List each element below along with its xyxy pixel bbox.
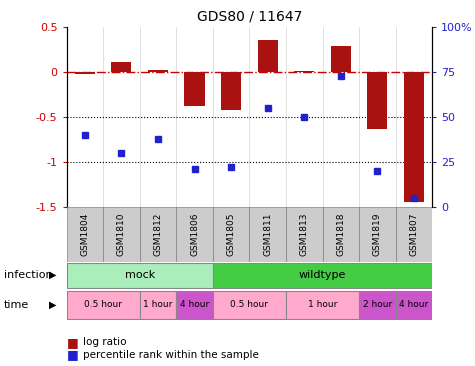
Bar [249, 207, 286, 262]
Bar [257, 40, 278, 72]
Text: GSM1818: GSM1818 [336, 213, 345, 256]
Bar [359, 291, 396, 319]
Text: 1 hour: 1 hour [143, 300, 172, 309]
Text: ▶: ▶ [49, 270, 57, 280]
Bar [176, 291, 213, 319]
Text: wildtype: wildtype [299, 270, 346, 280]
Text: 0.5 hour: 0.5 hour [230, 300, 268, 309]
Text: 4 hour: 4 hour [399, 300, 428, 309]
Title: GDS80 / 11647: GDS80 / 11647 [197, 10, 302, 23]
Text: GSM1806: GSM1806 [190, 213, 199, 256]
Bar [184, 72, 205, 107]
Text: infection: infection [4, 270, 52, 280]
Bar [103, 207, 140, 262]
Text: GSM1810: GSM1810 [117, 213, 126, 256]
Text: GSM1812: GSM1812 [153, 213, 162, 256]
Bar [140, 291, 176, 319]
Text: GSM1813: GSM1813 [300, 213, 309, 256]
Text: GSM1807: GSM1807 [409, 213, 418, 256]
Bar [404, 72, 424, 202]
Bar [66, 263, 213, 288]
Bar [286, 207, 323, 262]
Bar [359, 207, 396, 262]
Text: GSM1804: GSM1804 [80, 213, 89, 256]
Text: 1 hour: 1 hour [308, 300, 337, 309]
Text: 4 hour: 4 hour [180, 300, 209, 309]
Text: GSM1819: GSM1819 [373, 213, 382, 256]
Bar [221, 72, 241, 110]
Bar [396, 291, 432, 319]
Text: 2 hour: 2 hour [363, 300, 392, 309]
Bar [396, 207, 432, 262]
Bar [66, 291, 140, 319]
Text: percentile rank within the sample: percentile rank within the sample [83, 350, 259, 360]
Text: mock: mock [124, 270, 155, 280]
Bar [66, 207, 103, 262]
Bar [294, 71, 314, 72]
Text: time: time [4, 299, 29, 310]
Bar [323, 207, 359, 262]
Bar [367, 72, 388, 129]
Bar [213, 291, 286, 319]
Bar [213, 207, 249, 262]
Text: ■: ■ [66, 336, 78, 349]
Bar [213, 263, 432, 288]
Bar [111, 61, 132, 72]
Text: 0.5 hour: 0.5 hour [84, 300, 122, 309]
Bar [148, 71, 168, 72]
Bar [176, 207, 213, 262]
Text: ■: ■ [66, 348, 78, 362]
Bar [331, 46, 351, 72]
Bar [286, 291, 359, 319]
Text: ▶: ▶ [49, 299, 57, 310]
Bar [140, 207, 176, 262]
Text: GSM1811: GSM1811 [263, 213, 272, 256]
Text: GSM1805: GSM1805 [227, 213, 236, 256]
Bar [75, 72, 95, 74]
Text: log ratio: log ratio [83, 337, 127, 347]
